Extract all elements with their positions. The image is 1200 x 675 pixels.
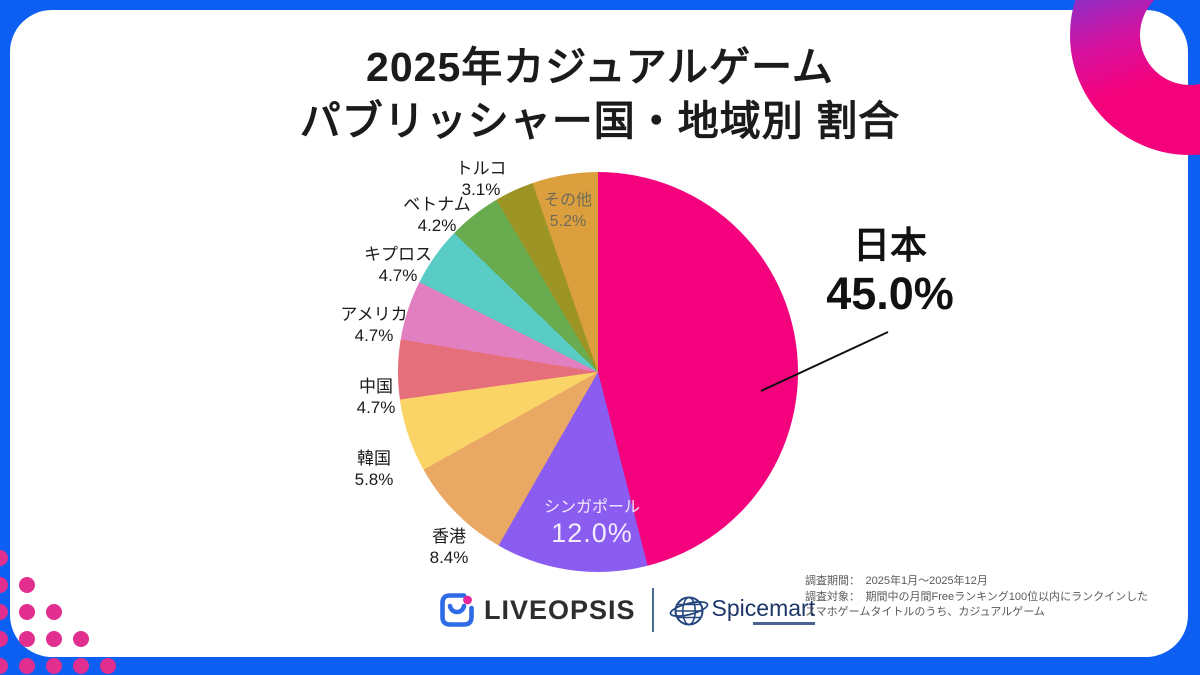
callout-japan-label: 日本 <box>852 225 927 266</box>
slice-label-9: その他 5.2% <box>543 192 593 230</box>
note-target-2: スマホゲームタイトルのうち、カジュアルゲーム <box>805 606 1045 618</box>
spicemart-logo: Spicemart <box>668 589 816 631</box>
title-line-1: 2025年カジュアルゲーム <box>366 44 834 90</box>
note-target: 調査対象： 期間中の月間Freeランキング100位以内にランクインした <box>805 590 1149 603</box>
callout-japan-value: 45.0% <box>826 268 954 319</box>
slice-label-2: 香港 8.4% <box>429 527 469 567</box>
survey-notes: 調査期間： 2025年1月～2025年12月 調査対象： 期間中の月間Freeラ… <box>805 574 1185 621</box>
slice-label-7: ベトナム 4.2% <box>403 195 471 235</box>
liveopsis-wordmark: LIVEOPSIS <box>484 594 636 625</box>
callout-japan: 日本 45.0% <box>826 224 954 320</box>
slice-label-3: 韓国 5.8% <box>354 449 394 489</box>
callout-leader-line <box>760 331 889 392</box>
slice-label-1: シンガポール 12.0% <box>543 499 641 548</box>
footer-logos: LIVEOPSIS Spicemart <box>438 588 816 632</box>
liveopsis-icon <box>440 593 474 627</box>
slice-label-8: トルコ 3.1% <box>455 159 507 199</box>
logo-divider <box>651 588 654 632</box>
slice-label-6: キプロス 4.7% <box>364 245 432 285</box>
title-line-2: パブリッシャー国・地域別 割合 <box>299 98 901 144</box>
page-title: 2025年カジュアルゲーム パブリッシャー国・地域別 割合 <box>0 40 1200 148</box>
spicemart-tagline <box>753 621 816 625</box>
slice-label-4: 中国 4.7% <box>356 377 396 417</box>
slice-label-5: アメリカ 4.7% <box>340 305 408 345</box>
pie-chart <box>398 172 798 572</box>
spicemart-wordmark: Spicemart <box>711 594 816 621</box>
spicemart-globe-icon <box>669 596 708 626</box>
note-period: 調査期間： 2025年1月～2025年12月 <box>805 575 988 587</box>
